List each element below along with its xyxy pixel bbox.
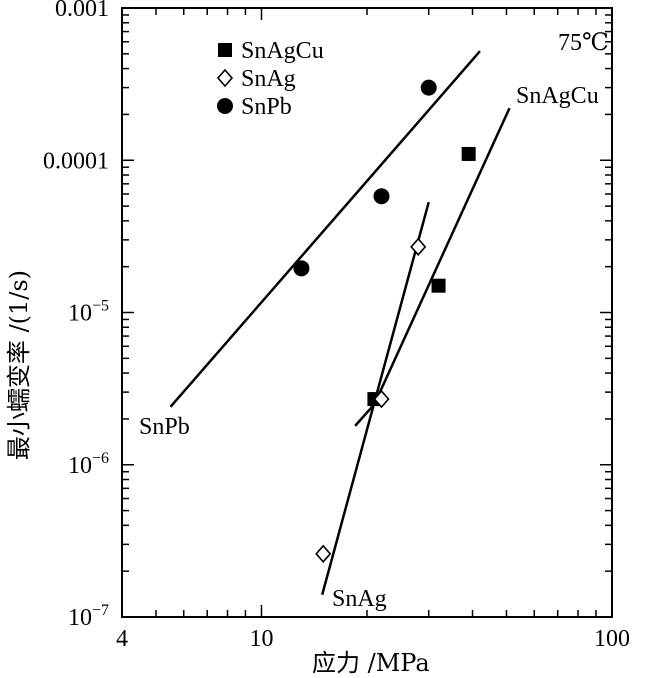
legend-label-snag: SnAg bbox=[241, 66, 296, 92]
line-label-snpb: SnPb bbox=[139, 414, 190, 440]
y-tick-label: 10−6 bbox=[68, 450, 109, 479]
tick-labels: 4 10 100 0.001 0.0001 10−5 10−6 10−7 bbox=[43, 0, 630, 652]
data-point-snagcu bbox=[461, 146, 476, 161]
legend-marker-snpb bbox=[217, 98, 233, 114]
fit-line-extension-snagcu bbox=[354, 403, 376, 427]
data-point-snag bbox=[410, 237, 427, 257]
y-axis-label: 最小蠕变率 /(1/s) bbox=[5, 270, 33, 460]
y-tick-label: 10−7 bbox=[68, 602, 109, 631]
fit-lines bbox=[169, 50, 511, 596]
y-tick-label: 0.0001 bbox=[43, 148, 109, 174]
x-axis-label: 应力 /MPa bbox=[312, 649, 430, 677]
data-markers bbox=[293, 79, 476, 564]
legend-label-snpb: SnPb bbox=[241, 94, 292, 120]
data-point-snpb bbox=[293, 260, 310, 277]
data-point-snag bbox=[315, 544, 332, 564]
line-label-snag: SnAg bbox=[332, 586, 387, 612]
data-point-snagcu bbox=[431, 278, 446, 293]
y-tick-label: 0.001 bbox=[55, 0, 109, 22]
line-label-snagcu: SnAgCu bbox=[516, 83, 599, 109]
data-point-snpb bbox=[373, 188, 390, 205]
x-tick-label: 100 bbox=[594, 626, 630, 652]
legend-marker-snag bbox=[216, 68, 234, 88]
legend-marker-snagcu bbox=[218, 43, 232, 57]
axis-ticks bbox=[121, 7, 613, 618]
temperature-annotation: 75℃ bbox=[558, 30, 609, 56]
line-labels: SnAgCu SnAg SnPb bbox=[139, 83, 599, 612]
data-point-snpb bbox=[420, 79, 437, 96]
y-tick-label: 10−5 bbox=[68, 298, 109, 327]
fit-line-snagcu bbox=[373, 107, 511, 405]
fit-line-snpb bbox=[169, 50, 481, 408]
x-tick-label: 4 bbox=[116, 626, 128, 652]
x-tick-label: 10 bbox=[249, 626, 273, 652]
data-point-snag bbox=[373, 389, 390, 409]
legend-label-snagcu: SnAgCu bbox=[241, 38, 324, 64]
